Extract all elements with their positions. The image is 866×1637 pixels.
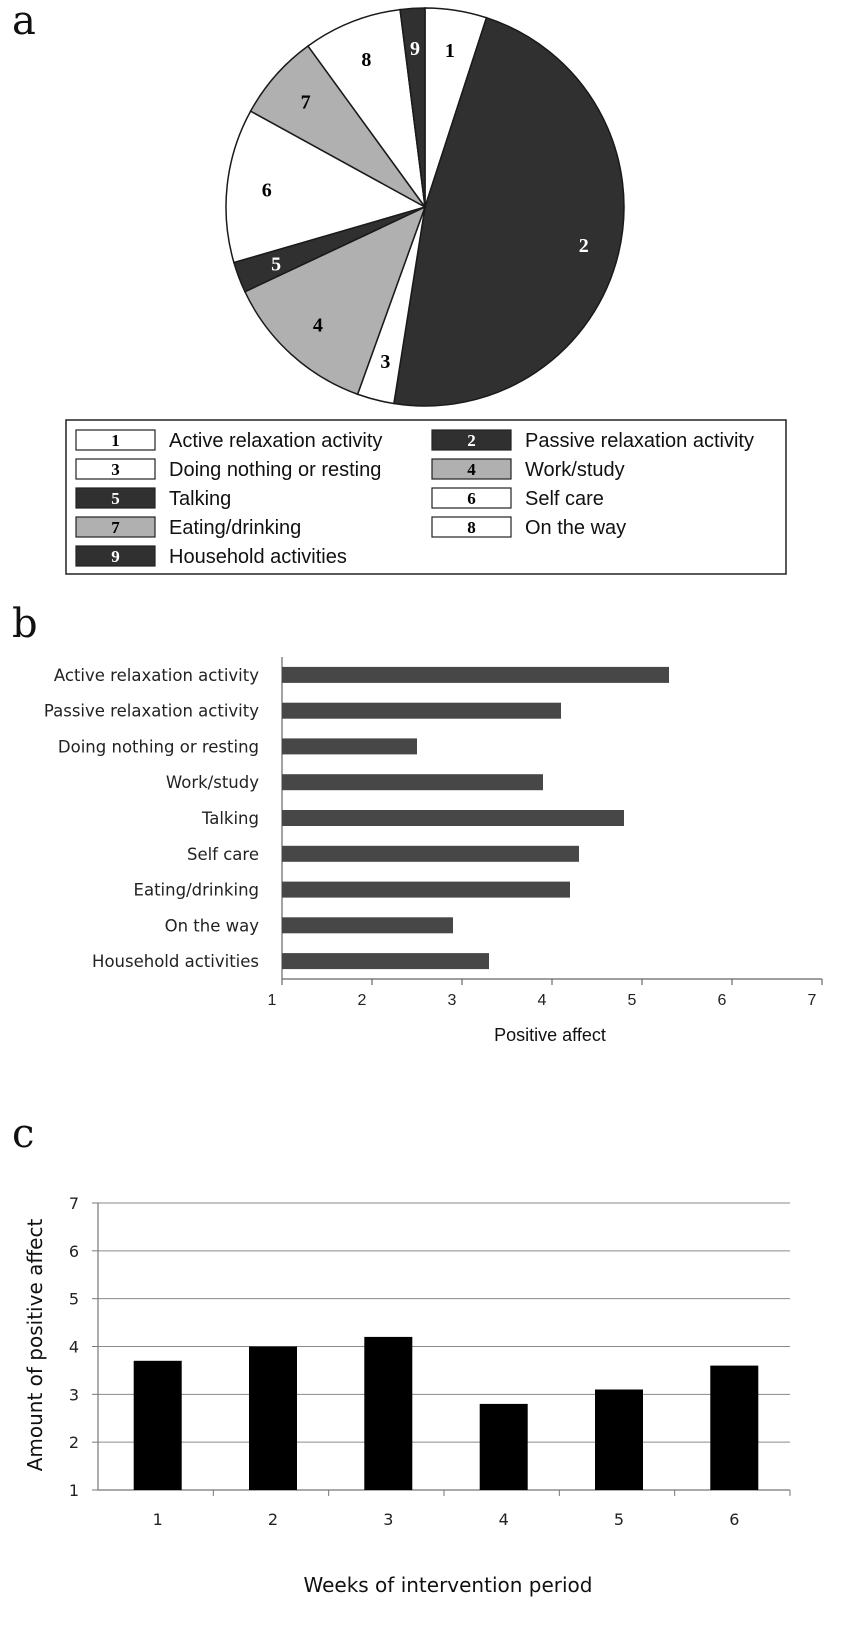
bar (282, 774, 543, 791)
x-tick-label: 7 (808, 992, 817, 1009)
y-tick-label: 5 (69, 1290, 79, 1309)
category-label: Work/study (166, 773, 259, 792)
legend-label-4: Work/study (525, 459, 625, 481)
horizontal-bar-chart: 1 2 3 4 5 6 7 Active relaxation activity Passive… (44, 657, 823, 1045)
legend-swatch-number-3: 3 (111, 460, 120, 479)
x-tick-label: 6 (718, 992, 727, 1009)
bar (282, 953, 489, 970)
pie-slice-label-6: 6 (262, 180, 272, 202)
legend-swatch-1 (75, 429, 156, 451)
x-tick-label: 4 (538, 992, 547, 1009)
x-tick-label: 1 (268, 992, 277, 1009)
legend-swatch-7 (75, 516, 156, 538)
panel-letter-c: c (12, 1111, 34, 1157)
x-tick-label: 1 (153, 1510, 163, 1529)
x-tick-label: 5 (614, 1510, 624, 1529)
legend-swatch-2 (431, 429, 512, 451)
y-tick-label: 4 (69, 1338, 79, 1357)
pie-slice-6 (225, 110, 427, 264)
pie-slice-label-9: 9 (410, 38, 420, 60)
category-label: Self care (187, 845, 259, 864)
legend-swatch-number-7: 7 (111, 518, 120, 537)
legend-swatch-number-1: 1 (111, 431, 120, 450)
bar (479, 1403, 528, 1490)
pie-legend: 1 Active relaxation activity 2 Passive rela… (65, 419, 787, 575)
bar (282, 810, 624, 826)
legend-label-1: Active relaxation activity (169, 430, 382, 452)
legend-swatch-number-8: 8 (467, 518, 476, 537)
pie-slice-label-7: 7 (301, 92, 311, 114)
pie-slice-label-4: 4 (313, 315, 323, 337)
bar (282, 666, 669, 683)
bar (282, 845, 579, 862)
legend-swatch-number-6: 6 (467, 489, 476, 508)
category-label: Household activities (92, 952, 259, 971)
category-label: On the way (165, 916, 260, 935)
legend-swatch-number-5: 5 (111, 489, 120, 508)
y-axis-title: Amount of positive affect (23, 1219, 47, 1472)
pie-slice-label-3: 3 (380, 351, 390, 373)
legend-swatch-4 (431, 458, 512, 480)
pie-slice-label-2: 2 (579, 235, 589, 257)
category-label: Talking (201, 809, 259, 828)
y-tick-label: 7 (69, 1194, 79, 1213)
legend-box (65, 419, 787, 575)
pie-slice-4 (243, 205, 427, 396)
bar (595, 1389, 643, 1490)
panel-letter-a: a (12, 0, 36, 44)
legend-swatch-8 (431, 516, 512, 538)
category-label: Active relaxation activity (54, 666, 259, 685)
category-label: Doing nothing or resting (58, 737, 259, 756)
bar (282, 881, 570, 898)
bar (282, 702, 561, 719)
legend-swatch-number-4: 4 (467, 460, 476, 479)
x-tick-label: 2 (268, 1510, 278, 1529)
y-tick-label: 3 (69, 1385, 79, 1404)
legend-swatch-5 (75, 487, 156, 509)
legend-label-8: On the way (525, 517, 626, 539)
legend-label-2: Passive relaxation activity (525, 430, 754, 452)
legend-swatch-number-2: 2 (467, 431, 476, 450)
bar (249, 1346, 297, 1490)
legend-swatch-6 (431, 487, 512, 509)
pie-slice-label-8: 8 (361, 49, 371, 71)
panel-letter-b: b (12, 601, 38, 647)
y-tick-label: 2 (69, 1433, 79, 1452)
pie-slice-label-5: 5 (271, 253, 281, 275)
legend-label-9: Household activities (169, 546, 347, 568)
x-tick-label: 2 (358, 992, 367, 1009)
bar (364, 1336, 413, 1490)
pie-chart: 1 2 3 4 5 6 7 8 9 (225, 7, 625, 407)
x-tick-label: 6 (729, 1510, 739, 1529)
bar (133, 1360, 182, 1490)
legend-label-3: Doing nothing or resting (169, 459, 381, 481)
x-axis-title: Positive affect (494, 1025, 606, 1045)
y-tick-label: 1 (69, 1481, 79, 1500)
bar (710, 1365, 759, 1490)
vertical-bar-chart: 1 2 3 4 5 6 7 1 2 3 4 5 6 Weeks of intervention perio… (23, 1194, 791, 1597)
pie-slice-9 (399, 7, 426, 208)
bar (282, 917, 453, 934)
y-tick-label: 6 (69, 1242, 79, 1261)
legend-swatch-number-9: 9 (111, 547, 120, 566)
legend-label-7: Eating/drinking (169, 517, 301, 539)
x-tick-label: 5 (628, 992, 637, 1009)
category-label: Eating/drinking (134, 881, 259, 900)
legend-swatch-9 (75, 545, 156, 567)
legend-swatch-3 (75, 458, 156, 480)
x-axis-title: Weeks of intervention period (303, 1573, 592, 1597)
legend-label-5: Talking (169, 488, 231, 510)
x-tick-label: 3 (383, 1510, 393, 1529)
category-label: Passive relaxation activity (44, 702, 259, 721)
pie-slice-label-1: 1 (445, 40, 455, 62)
pie-slice-2 (393, 16, 625, 407)
bar (282, 738, 417, 755)
pie-slice-8 (306, 8, 426, 208)
x-tick-label: 4 (499, 1510, 509, 1529)
legend-label-6: Self care (525, 488, 604, 510)
x-tick-label: 3 (448, 992, 457, 1009)
